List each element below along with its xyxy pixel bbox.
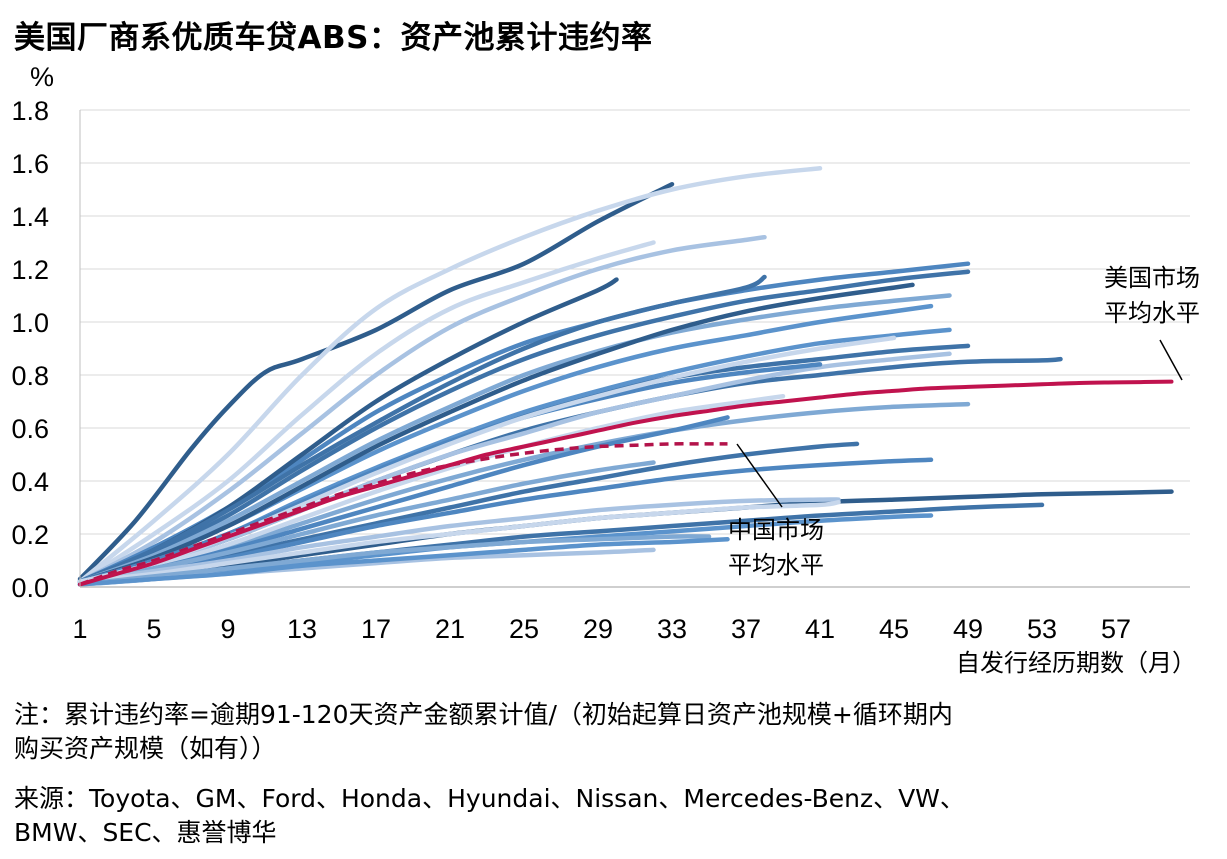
pool-series-line xyxy=(77,393,786,584)
pool-series-group xyxy=(77,166,1174,587)
pool-series-line xyxy=(77,234,767,584)
x-tick-label: 57 xyxy=(1101,614,1131,644)
x-tick-label: 45 xyxy=(879,614,909,644)
pool-series-line xyxy=(77,274,767,584)
y-tick-label: 0.2 xyxy=(11,520,49,550)
pool-series-line xyxy=(77,534,712,587)
x-tick-label: 1 xyxy=(72,614,87,644)
y-tick-label: 0.0 xyxy=(11,573,49,603)
y-tick-label: 1.6 xyxy=(11,149,49,179)
pool-series-line xyxy=(77,497,841,584)
chart-title: 美国厂商系优质车贷ABS：资产池累计违约率 xyxy=(14,20,653,56)
y-tick-label: 0.6 xyxy=(11,414,49,444)
pool-series-line xyxy=(77,240,656,584)
pool-series-line xyxy=(77,282,915,584)
y-tick-label: 1.0 xyxy=(11,308,49,338)
x-tick-label: 41 xyxy=(805,614,835,644)
pool-series-line xyxy=(77,181,675,582)
y-tick-label: 0.4 xyxy=(11,467,49,497)
pool-series-line xyxy=(77,499,841,584)
source-line-1: 来源：Toyota、GM、Ford、Honda、Hyundai、Nissan、M… xyxy=(14,784,965,813)
cn-avg-annotation-line1: 中国市场 xyxy=(728,516,824,544)
cn-avg-annotation-line2: 平均水平 xyxy=(728,551,824,579)
pool-series-line xyxy=(77,351,952,584)
axes: 0.0 0.2 0.4 0.6 0.8 1.0 1.2 1.4 1.6 1.8 1 5 9 13 17 21 2… xyxy=(11,96,1190,644)
pool-series-line xyxy=(77,401,971,584)
x-axis-label: 自发行经历期数（月） xyxy=(956,649,1196,677)
y-tick-label: 1.2 xyxy=(11,255,49,285)
y-tick-label: 1.8 xyxy=(11,96,49,126)
note-line-2: 购买资产规模（如有）） xyxy=(14,734,277,763)
us-avg-annotation-line2: 平均水平 xyxy=(1104,299,1200,327)
x-tick-label: 5 xyxy=(146,614,161,644)
pool-series-line xyxy=(77,269,971,584)
pool-series-line xyxy=(77,457,934,584)
y-tick-label: 1.4 xyxy=(11,202,49,232)
china-average-line xyxy=(79,442,728,587)
source-line-2: BMW、SEC、惠誉博华 xyxy=(14,818,277,847)
y-axis-unit: % xyxy=(30,62,54,92)
pool-series-line xyxy=(77,460,656,584)
us-average-line xyxy=(78,379,1174,587)
pool-series-line xyxy=(77,362,823,584)
x-tick-label: 29 xyxy=(583,614,613,644)
pool-series-line xyxy=(77,441,860,584)
x-tick-label: 25 xyxy=(509,614,539,644)
x-tick-label: 33 xyxy=(657,614,687,644)
pool-series-line xyxy=(77,293,952,584)
us-avg-annotation-line1: 美国市场 xyxy=(1104,264,1200,292)
x-tick-label: 17 xyxy=(361,614,391,644)
us-avg-annotation-pointer xyxy=(1159,339,1183,381)
x-tick-label: 9 xyxy=(220,614,235,644)
x-tick-label: 13 xyxy=(287,614,317,644)
x-tick-label: 21 xyxy=(435,614,465,644)
line-chart: 0.0 0.2 0.4 0.6 0.8 1.0 1.2 1.4 1.6 1.8 1 5 9 13 17 21 2… xyxy=(11,62,1200,677)
y-tick-label: 0.8 xyxy=(11,361,49,391)
x-tick-label: 37 xyxy=(731,614,761,644)
average-series-group xyxy=(78,379,1174,587)
x-tick-label: 49 xyxy=(953,614,983,644)
x-tick-label: 53 xyxy=(1027,614,1057,644)
pool-series-line xyxy=(77,166,823,584)
cn-avg-annotation-pointer xyxy=(736,443,783,508)
pool-series-line xyxy=(77,537,730,587)
note-line-1: 注：累计违约率=逾期91-120天资产金额累计值/（初始起算日资产池规模+循环期… xyxy=(14,700,953,729)
